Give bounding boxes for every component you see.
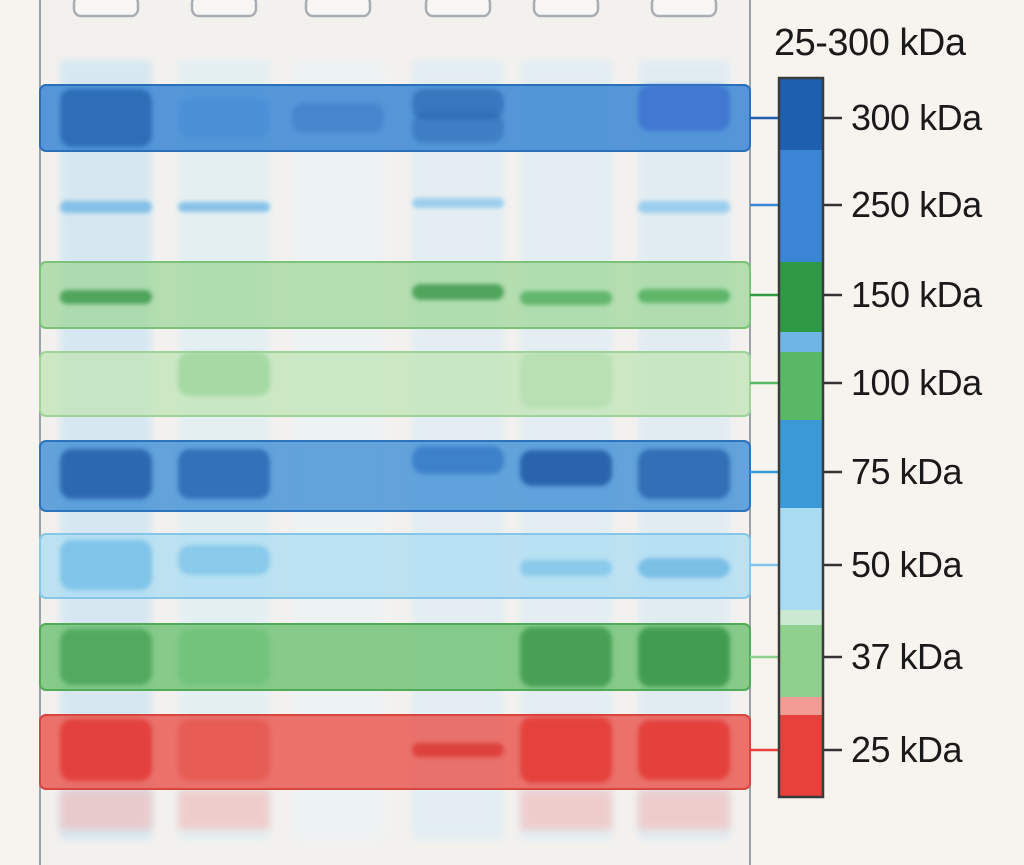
scale-segment xyxy=(779,508,823,610)
scale-bar-outline xyxy=(777,76,825,799)
scale-title: 25-300 kDa xyxy=(774,22,966,64)
scale-segment xyxy=(779,625,823,697)
well-2 xyxy=(190,0,258,18)
marker-label: 25 kDa xyxy=(851,729,963,770)
well-6 xyxy=(650,0,718,18)
protein-band xyxy=(60,89,152,147)
protein-band xyxy=(178,629,270,685)
marker-label: 37 kDa xyxy=(851,636,963,677)
protein-band xyxy=(60,719,152,781)
well-3 xyxy=(304,0,372,18)
well-5 xyxy=(532,0,600,18)
protein-band xyxy=(638,289,730,303)
protein-band xyxy=(178,202,270,212)
protein-band xyxy=(638,627,730,687)
scale-segment xyxy=(779,332,823,352)
scale-segment xyxy=(779,715,823,797)
sample-wells xyxy=(72,0,718,18)
protein-band xyxy=(178,98,270,138)
marker-label: 300 kDa xyxy=(851,97,982,138)
scale-ticks xyxy=(750,116,842,752)
protein-band xyxy=(412,743,504,757)
protein-band xyxy=(60,540,152,590)
scale-segment xyxy=(779,262,823,332)
protein-band xyxy=(412,198,504,208)
red-smear-5 xyxy=(520,790,612,830)
protein-band xyxy=(638,720,730,780)
protein-band xyxy=(638,201,730,213)
red-smear-1 xyxy=(60,790,152,830)
scale-segment xyxy=(779,697,823,715)
scale-segment xyxy=(779,420,823,508)
marker-label: 150 kDa xyxy=(851,274,982,315)
protein-band xyxy=(60,290,152,304)
protein-band xyxy=(412,446,504,474)
well-4 xyxy=(424,0,492,18)
protein-band xyxy=(412,113,504,143)
protein-band xyxy=(60,629,152,685)
protein-band xyxy=(638,85,730,131)
marker-label: 50 kDa xyxy=(851,544,963,585)
protein-band xyxy=(520,450,612,486)
protein-band xyxy=(178,545,270,575)
marker-label: 100 kDa xyxy=(851,362,982,403)
marker-label: 250 kDa xyxy=(851,184,982,225)
protein-band xyxy=(520,352,612,408)
protein-bands xyxy=(60,85,730,783)
scale-segment xyxy=(779,352,823,420)
marker-stripe-3 xyxy=(39,351,751,417)
red-smear-2 xyxy=(178,790,270,830)
red-smear-6 xyxy=(638,790,730,830)
protein-band xyxy=(178,449,270,499)
scale-segment xyxy=(779,610,823,625)
protein-band xyxy=(638,558,730,578)
protein-band xyxy=(178,352,270,396)
protein-band xyxy=(520,717,612,783)
protein-band xyxy=(638,449,730,499)
scale-segment xyxy=(779,78,823,150)
protein-band xyxy=(520,627,612,687)
protein-band xyxy=(292,103,384,133)
color-scale-bar xyxy=(777,76,825,799)
marker-label: 75 kDa xyxy=(851,451,963,492)
protein-band xyxy=(520,560,612,576)
scale-segment xyxy=(779,150,823,262)
protein-band xyxy=(520,291,612,305)
protein-band xyxy=(60,201,152,213)
protein-band xyxy=(412,284,504,300)
protein-band xyxy=(60,449,152,499)
well-1 xyxy=(72,0,140,18)
protein-band xyxy=(178,719,270,781)
protein-band xyxy=(412,89,504,119)
